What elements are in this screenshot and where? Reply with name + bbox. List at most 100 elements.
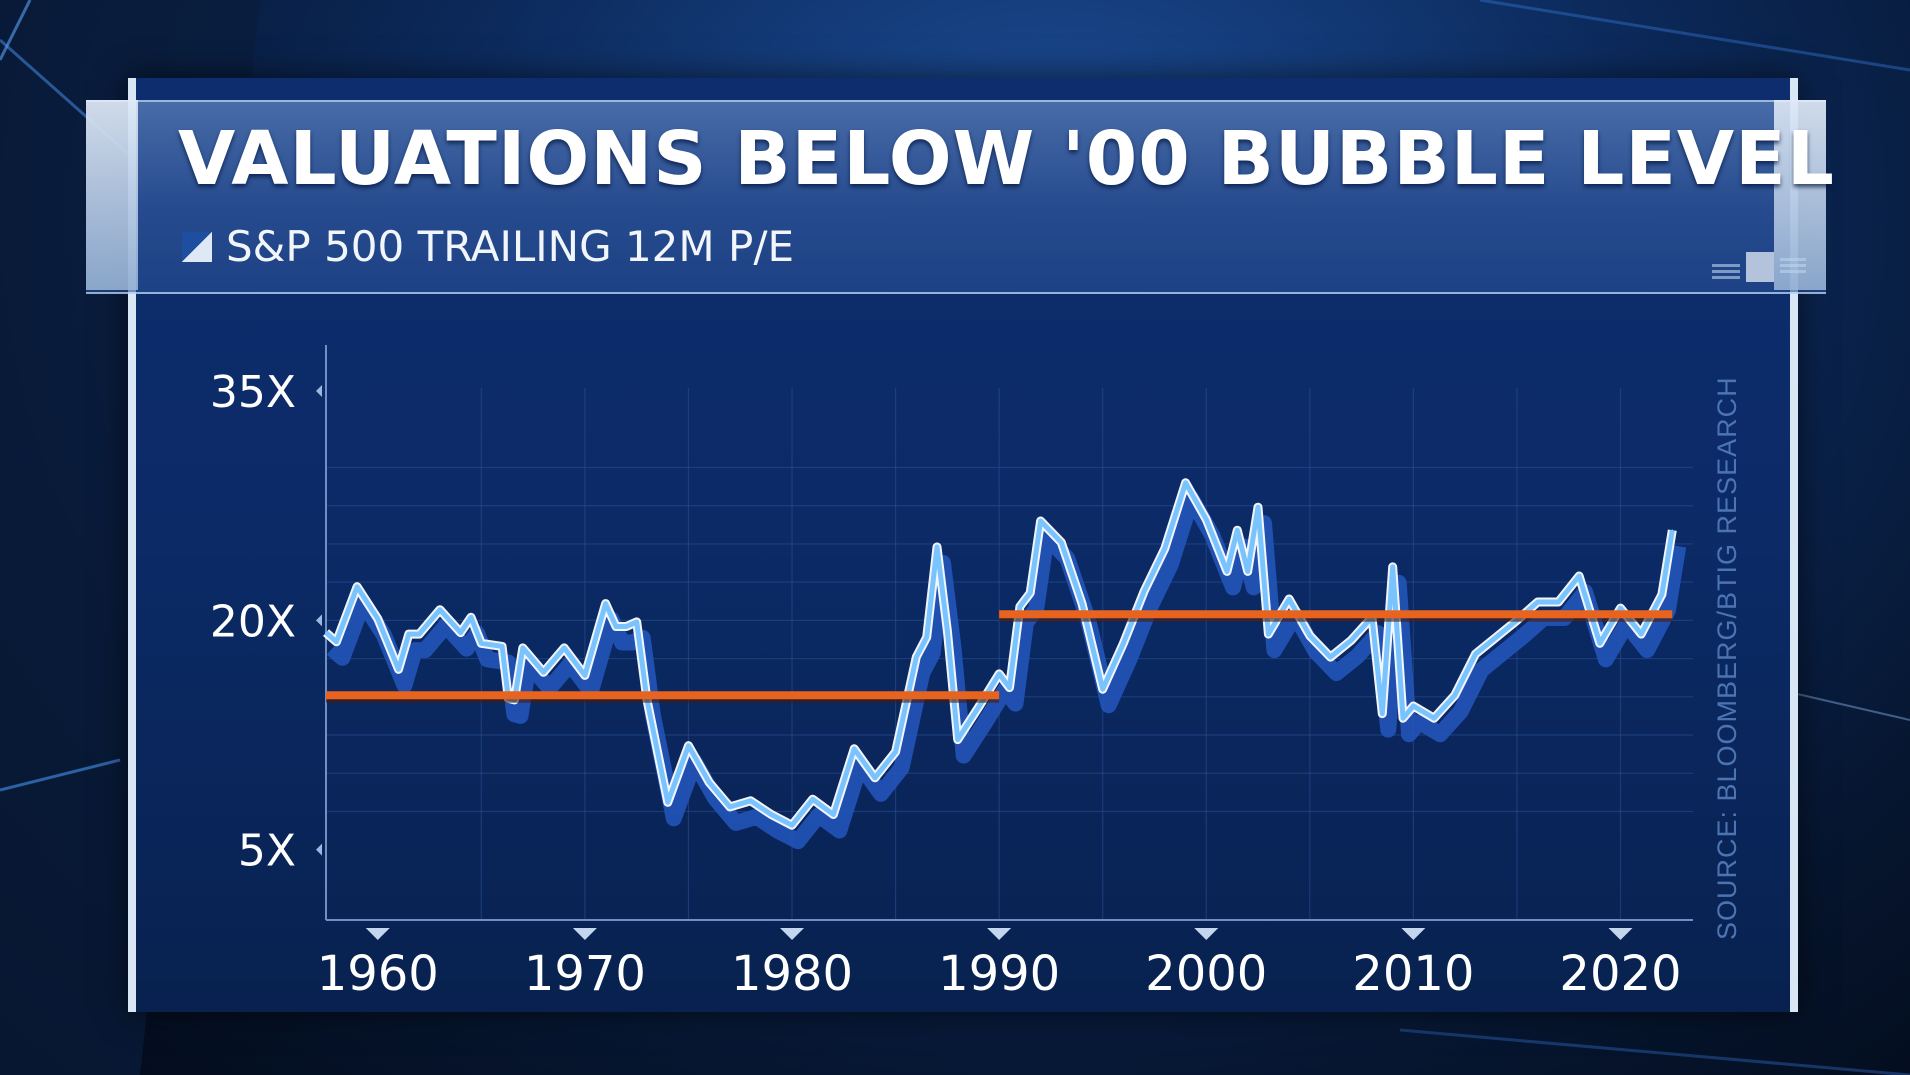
x-tick-label: 2010 (1352, 946, 1474, 1002)
pe-data-point (1164, 547, 1166, 550)
pe-data-point (1236, 529, 1239, 531)
subtitle-row: S&P 500 TRAILING 12M P/E (182, 222, 794, 271)
pe-data-point (832, 813, 835, 816)
pe-data-point (1474, 653, 1477, 655)
pe-data-point (1619, 607, 1622, 609)
x-tick-marker (987, 928, 1012, 940)
pe-data-point (397, 668, 400, 671)
pe-data-point (542, 671, 545, 674)
pe-data-point (521, 647, 524, 649)
pe-data-point (615, 625, 617, 628)
pe-data-point (1391, 566, 1394, 568)
pe-data-point (625, 625, 628, 628)
pe-data-point (1329, 656, 1332, 658)
pe-data-point (915, 656, 918, 658)
x-tick-label: 2020 (1559, 946, 1681, 1002)
x-tick-label: 1990 (938, 946, 1060, 1002)
pe-data-point (1039, 520, 1042, 522)
pe-data-point (1598, 642, 1601, 645)
pe-data-point (459, 631, 462, 634)
pe-data-point (356, 585, 358, 588)
pe-data-point (501, 645, 503, 648)
x-tick-marker (365, 928, 390, 940)
chart-series (323, 478, 1687, 850)
x-tick-label: 1980 (731, 946, 853, 1002)
pe-data-point (1122, 642, 1125, 645)
pe-data-point (335, 640, 338, 643)
pe-data-point (1578, 575, 1580, 577)
pe-data-point (708, 781, 710, 784)
header-banner (86, 100, 1826, 294)
pe-data-point (666, 801, 669, 804)
pe-data-point (376, 618, 379, 620)
pe-data-point (1205, 518, 1208, 521)
pe-data-point (925, 636, 928, 638)
pe-data-point (1412, 705, 1415, 707)
y-tick-label: 20X (210, 596, 296, 647)
header-cap-left (86, 100, 138, 290)
pe-data-point (936, 546, 938, 548)
x-tick-marker (780, 928, 805, 940)
pe-data-point (1640, 633, 1643, 635)
pe-data-point (1671, 529, 1674, 531)
pe-data-point (998, 673, 1000, 675)
pe-data-point (811, 798, 814, 801)
chart-subtitle: S&P 500 TRAILING 12M P/E (226, 222, 795, 271)
pe-data-point (1381, 712, 1384, 715)
pe-data-point (687, 744, 690, 747)
pe-data-point (1226, 570, 1228, 573)
x-tick-label: 1960 (317, 946, 439, 1002)
pe-data-point (635, 621, 638, 623)
pe-data-point (791, 824, 793, 827)
pe-data-point (1029, 592, 1032, 594)
pe-data-point (1267, 633, 1270, 635)
pe-data-point (1350, 639, 1353, 642)
pe-data-point (439, 608, 441, 611)
pe-data-point (418, 633, 421, 635)
y-tick-marker (316, 614, 322, 627)
pe-data-point (1557, 601, 1560, 603)
x-tick-marker (1401, 928, 1426, 940)
pe-data-point (1184, 481, 1187, 484)
x-tick-marker (1608, 928, 1633, 940)
y-tick-label: 5X (238, 826, 296, 877)
pe-data-point (584, 674, 586, 677)
pe-data-point (1536, 601, 1539, 603)
pe-data-point (1402, 717, 1404, 720)
pe-data-point (1433, 717, 1435, 720)
pe-data-point (1661, 593, 1663, 596)
pe-data-point (604, 602, 607, 605)
pe-data-point (1081, 602, 1083, 605)
chart-labels: 5X 20X 35X 1960 1970 1980 1990 2000 2010 2020 (210, 367, 1682, 1002)
pe-data-point (770, 813, 773, 816)
pe-data-point (1288, 598, 1290, 600)
pe-data-point (1309, 634, 1311, 637)
pe-data-point (956, 738, 959, 741)
pe-data-point (325, 631, 327, 634)
x-tick-marker (572, 928, 597, 940)
pe-data-point (408, 633, 410, 635)
x-tick-marker (1194, 928, 1219, 940)
pe-data-point (853, 747, 855, 750)
y-tick-marker (316, 385, 322, 398)
pe-data-point (1246, 570, 1249, 573)
pe-data-point (977, 706, 980, 709)
pe-data-point (729, 806, 731, 808)
pe-data-point (480, 642, 483, 645)
pe-data-point (874, 777, 876, 779)
pe-data-point (946, 630, 949, 632)
chart-title: VALUATIONS BELOW '00 BUBBLE LEVEL (178, 116, 1835, 202)
header-bars-icon (1712, 252, 1806, 282)
pe-data-point (1019, 605, 1021, 608)
pe-data-point (1101, 688, 1104, 690)
pe-data-point (1495, 636, 1498, 638)
x-tick-label: 1970 (524, 946, 646, 1002)
pe-data-point (1008, 686, 1011, 689)
subtitle-square-icon (182, 231, 212, 262)
y-tick-marker (316, 843, 322, 856)
pe-data-point (749, 799, 752, 802)
y-tick-label: 35X (210, 367, 296, 418)
pe-data-point (894, 751, 897, 753)
pe-data-point (1060, 541, 1063, 544)
